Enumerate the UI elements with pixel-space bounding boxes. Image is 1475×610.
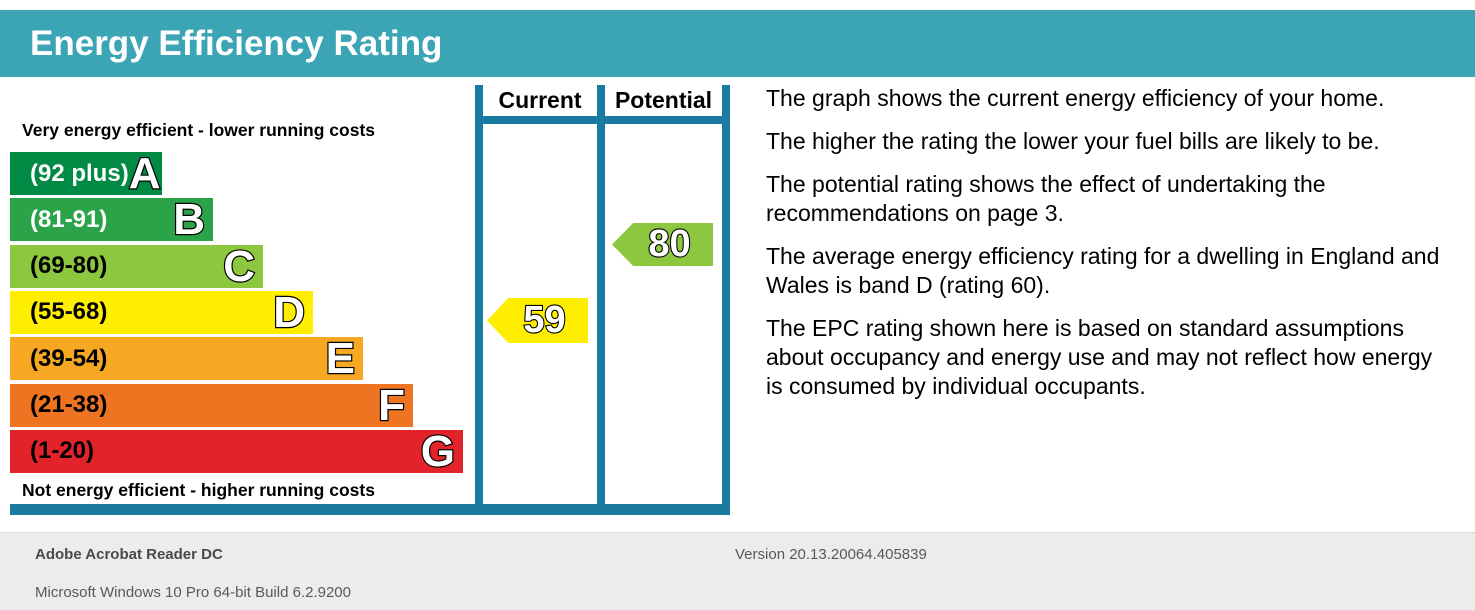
band-letter: B bbox=[172, 195, 206, 245]
page-title-bar: Energy Efficiency Rating bbox=[0, 10, 1475, 77]
description-paragraph: The higher the rating the lower your fue… bbox=[766, 128, 1380, 154]
footer-version: Version 20.13.20064.405839 bbox=[735, 546, 927, 563]
band-range-label: (69-80) bbox=[30, 252, 108, 280]
band-range-label: (92 plus) bbox=[30, 159, 129, 187]
column-divider-middle bbox=[597, 85, 605, 515]
band-range-label: (1-20) bbox=[30, 437, 95, 465]
potential-rating-value: 80 bbox=[647, 223, 691, 266]
band-range-label: (39-54) bbox=[30, 344, 108, 372]
epc-band-c: (69-80) C bbox=[10, 241, 263, 291]
band-range-label: (21-38) bbox=[30, 391, 108, 418]
column-divider-right bbox=[722, 85, 730, 515]
description-paragraph: The EPC rating shown here is based on st… bbox=[766, 315, 1433, 399]
epc-band-e: (39-54) E bbox=[10, 334, 363, 384]
epc-band-a: (92 plus) A bbox=[10, 150, 162, 197]
chart-bottom-label: Not energy efficient - higher running co… bbox=[22, 480, 375, 500]
epc-band-g: (1-20) G bbox=[10, 426, 463, 476]
epc-band-d: (55-68) D bbox=[10, 287, 313, 337]
description-paragraph: The potential rating shows the effect of… bbox=[766, 171, 1326, 226]
column-header-current: Current bbox=[498, 87, 582, 113]
band-letter: E bbox=[324, 334, 356, 384]
band-letter: D bbox=[272, 287, 306, 337]
epc-band-f: (21-38) F bbox=[10, 380, 413, 430]
chart-bottom-rule bbox=[10, 504, 730, 515]
chart-top-label: Very energy efficient - lower running co… bbox=[22, 120, 376, 140]
band-letter: G bbox=[420, 426, 457, 476]
description-text: The graph shows the current energy effic… bbox=[766, 84, 1446, 415]
page-title: Energy Efficiency Rating bbox=[30, 24, 443, 63]
current-rating-value: 59 bbox=[522, 298, 566, 342]
band-range-label: (81-91) bbox=[30, 205, 108, 233]
current-rating-arrow: 59 bbox=[487, 298, 588, 343]
potential-rating-arrow: 80 bbox=[612, 223, 713, 266]
column-header-potential: Potential bbox=[614, 87, 713, 113]
footer-app-name: Adobe Acrobat Reader DC bbox=[35, 546, 223, 563]
description-paragraph: The average energy efficiency rating for… bbox=[766, 243, 1440, 298]
band-range-label: (55-68) bbox=[30, 298, 108, 326]
column-divider-left bbox=[475, 85, 483, 515]
footer-bar: Adobe Acrobat Reader DC Version 20.13.20… bbox=[0, 532, 1475, 610]
band-letter: C bbox=[222, 241, 256, 291]
column-header-underline bbox=[475, 116, 730, 124]
footer-os: Microsoft Windows 10 Pro 64-bit Build 6.… bbox=[35, 584, 351, 601]
band-letter: A bbox=[127, 149, 161, 198]
band-letter: F bbox=[377, 380, 406, 430]
epc-band-b: (81-91) B bbox=[10, 195, 213, 245]
description-paragraph: The graph shows the current energy effic… bbox=[766, 85, 1385, 111]
